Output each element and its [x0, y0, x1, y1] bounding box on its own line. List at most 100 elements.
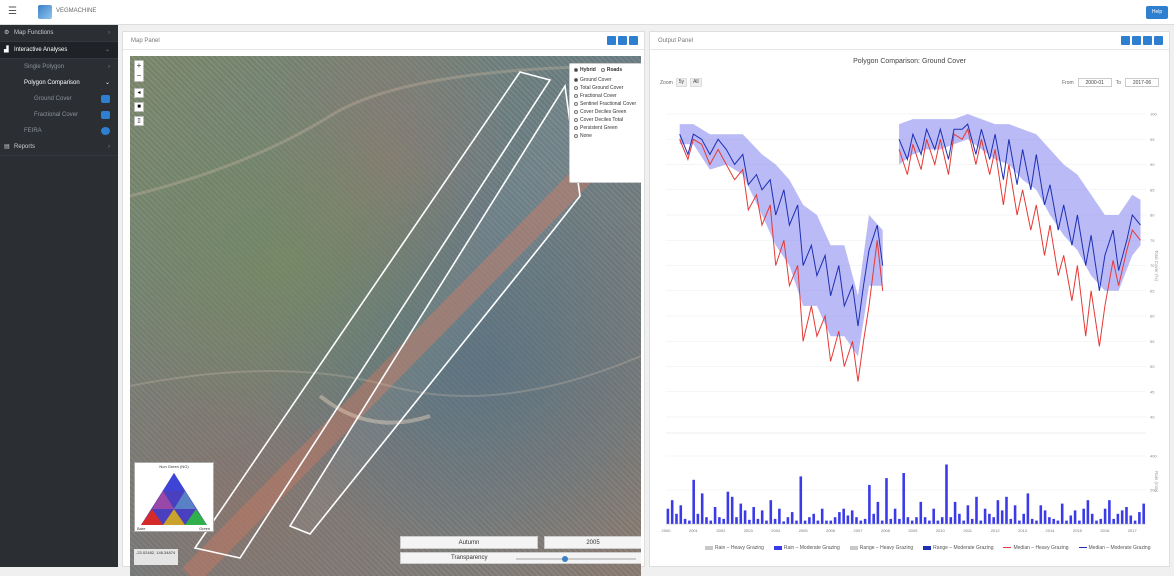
layer-option[interactable]: Cover Deciles Total [574, 116, 640, 124]
rain-bar [1095, 520, 1098, 524]
legend-label: Rain – Heavy Grazing [715, 545, 764, 551]
radio-icon [574, 85, 578, 90]
rain-bar [1030, 518, 1034, 524]
zoom-all-button[interactable]: All [690, 78, 702, 87]
layer-option[interactable]: Persistent Green [574, 124, 640, 132]
legend-item[interactable]: Rain – Moderate Grazing [773, 544, 840, 552]
track-line [318, 394, 431, 425]
rain-bar [1116, 513, 1120, 524]
series-line [679, 138, 884, 382]
x-tick-label: 2004 [771, 528, 781, 533]
rain-bar [872, 513, 875, 524]
x-tick-label: 2001 [689, 528, 699, 533]
polygon-moderate-grazing[interactable] [288, 83, 581, 535]
rain-bar [816, 520, 820, 524]
x-tick-label: 2014 [1046, 528, 1056, 533]
sidebar-item-interactive-analyses[interactable]: ▟ Interactive Analyses ⌄ [0, 42, 118, 59]
map-panel-header: Map Panel [123, 32, 644, 50]
rain-bar [1039, 505, 1043, 524]
y-tick-label: 85 [1150, 187, 1155, 192]
layer-option[interactable]: Sentinel Fractional Cover [574, 100, 640, 108]
legend-item[interactable]: Range – Heavy Grazing [849, 544, 913, 552]
layer-option[interactable]: Ground Cover [574, 76, 640, 84]
sidebar-item-polygon-comparison[interactable]: Polygon Comparison ⌄ [0, 75, 118, 91]
layer-switcher: Hybrid Roads Ground Cover Total Ground C… [569, 63, 641, 183]
top-bar: ☰ VEGMACHINE Help [0, 0, 1174, 25]
menu-toggle-icon[interactable]: ☰ [8, 6, 17, 17]
download-icon[interactable] [1132, 36, 1141, 45]
rain-bar [898, 518, 901, 524]
triangle-cell [174, 491, 196, 509]
rain-bar [936, 520, 940, 524]
option-label: Sentinel Fractional Cover [580, 101, 637, 107]
rain-bar [863, 518, 867, 524]
table-icon[interactable] [1121, 36, 1130, 45]
rain-bar [1035, 520, 1038, 524]
rain-bar [975, 496, 978, 524]
layers-icon[interactable] [607, 36, 616, 45]
satellite-map[interactable]: + − ◂ ■ ▯ Hybrid Roads Ground Cover Tota… [130, 56, 641, 576]
legend-swatch [1003, 547, 1012, 549]
rain-bar [1108, 500, 1111, 524]
help-button[interactable]: Help [1146, 6, 1168, 19]
rain-bar [906, 517, 910, 524]
rain-bar [923, 517, 927, 524]
rain-bar [1103, 508, 1107, 524]
rain-bar [846, 515, 850, 524]
rain-bar [1009, 518, 1013, 524]
fullscreen-icon[interactable] [1143, 36, 1152, 45]
rain-bar [889, 518, 893, 524]
rain-bar [688, 520, 691, 524]
chart-icon: ▟ [4, 47, 9, 53]
layer-option[interactable]: None [574, 132, 640, 140]
settings-icon[interactable] [629, 36, 638, 45]
legend-item[interactable]: Range – Moderate Grazing [923, 544, 993, 552]
legend-item[interactable]: Median – Heavy Grazing [1003, 544, 1069, 552]
transparency-slider[interactable] [516, 556, 636, 562]
slider-handle[interactable] [561, 556, 568, 562]
rain-axis-label: Rain (mm) [1154, 471, 1159, 493]
chart-legend: Rain – Heavy Grazing Rain – Moderate Graz… [705, 544, 1165, 552]
zoom-out-button[interactable]: − [136, 71, 142, 80]
fullscreen-icon[interactable] [618, 36, 627, 45]
sidebar-item-ground-cover[interactable]: Ground Cover [0, 91, 118, 107]
settings-icon[interactable] [1154, 36, 1163, 45]
season-select[interactable]: Autumn [400, 536, 538, 549]
polygon-heavy-grazing[interactable] [193, 71, 552, 559]
layer-option[interactable]: Cover Deciles Green [574, 108, 640, 116]
sidebar-item-fractional-cover[interactable]: Fractional Cover [0, 107, 118, 123]
rain-bar [786, 517, 790, 524]
output-panel: Output Panel Polygon Comparison: Ground … [649, 31, 1170, 567]
sidebar-item-label: Ground Cover [34, 96, 72, 102]
rain-bar [756, 518, 760, 524]
rain-bar [769, 500, 773, 524]
zoom-in-button[interactable]: + [136, 61, 142, 70]
sidebar-item-reports[interactable]: ▤ Reports › [0, 139, 118, 156]
base-hybrid-option[interactable]: Hybrid [574, 67, 596, 73]
sidebar-item-map-functions[interactable]: ⚙ Map Functions › [0, 25, 118, 42]
year-select[interactable]: 2005 [544, 536, 641, 549]
trash-icon[interactable]: ▯ [134, 116, 144, 126]
draw-polygon-icon[interactable]: ◂ [134, 88, 144, 98]
layer-option[interactable]: Total Ground Cover [574, 84, 640, 92]
rain-bar [1125, 507, 1128, 524]
from-date-input[interactable]: 2000-01 [1077, 78, 1112, 87]
legend-item[interactable]: Rain – Heavy Grazing [705, 544, 764, 552]
range-band [899, 114, 1141, 291]
legend-item[interactable]: Median – Moderate Grazing [1078, 544, 1151, 552]
to-date-input[interactable]: 2017-06 [1125, 78, 1159, 87]
sidebar-item-feira[interactable]: FEIRA [0, 123, 118, 139]
ground-cover-chart: 40 45 50 55 60 65 70 75 80 85 90 95 100 Total Cover (… [662, 112, 1159, 534]
rain-bar [876, 501, 880, 524]
rain-bar [1099, 518, 1103, 524]
rain-bar [983, 508, 987, 524]
option-label: Persistent Green [580, 125, 618, 131]
rain-bar [726, 491, 730, 524]
sidebar-item-label: Single Polygon [24, 64, 65, 70]
draw-rectangle-icon[interactable]: ■ [134, 102, 144, 112]
option-label: Hybrid [580, 67, 596, 73]
base-roads-option[interactable]: Roads [600, 67, 622, 73]
layer-option[interactable]: Fractional Cover [574, 92, 640, 100]
zoom-5y-button[interactable]: 5y [675, 78, 688, 87]
sidebar-item-single-polygon[interactable]: Single Polygon › [0, 59, 118, 75]
